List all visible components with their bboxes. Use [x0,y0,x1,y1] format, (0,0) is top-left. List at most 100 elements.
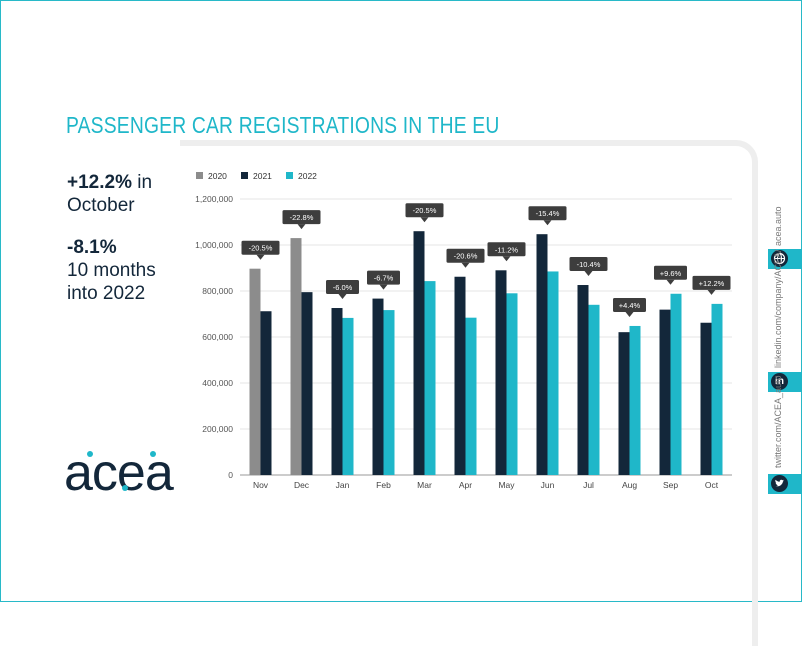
change-callout-feb: -6.7% [367,270,400,290]
linkedin-icon: in [771,373,788,390]
legend-label: 2020 [208,171,227,181]
chart-legend: 2020 2021 2022 [196,171,317,181]
change-label: -11.2% [495,245,519,254]
change-callout-sep: +9.6% [654,265,687,285]
infographic-frame [0,0,802,602]
change-label: +4.4% [619,301,641,310]
bar-2020-nov [249,268,261,475]
change-callout-dec: -22.8% [282,210,321,230]
bar-2022-oct [711,303,723,475]
x-axis-ticks: Nov Dec Jan Feb Mar Apr May Jun Jul Aug Sep Oct [253,480,719,490]
twitter-button[interactable] [768,474,802,494]
bar-2021-nov [260,311,272,475]
change-label: -20.5% [413,206,437,215]
linkedin-link[interactable]: linkedin.com/company/ACEA/ [773,249,783,368]
change-callout-jul: -10.4% [569,257,608,277]
bar-2022-feb [383,310,395,475]
stat-ytd-value: -8.1% [67,237,117,258]
change-callout-oct: +12.2% [692,275,731,295]
change-callout-jun: -15.4% [528,206,567,226]
x-tick-label: Oct [705,480,719,490]
change-label: +9.6% [660,269,682,278]
change-callout-apr: -20.6% [446,248,485,268]
x-tick-label: Nov [253,480,269,490]
bar-2021-jan [331,308,343,475]
y-tick-label: 0 [228,470,233,480]
bar-2022-aug [629,325,641,475]
change-callout-aug: +4.4% [613,297,646,317]
bar-2022-apr [465,317,477,475]
change-label: -22.8% [290,213,314,222]
registrations-bar-chart: 2020 2021 2022 0 200,000 400,000 600,000 800,0… [195,171,732,490]
stat-ytd-label-2: into 2022 [67,283,146,304]
x-tick-label: Jul [583,480,594,490]
stat-monthly-suffix: in [131,172,153,193]
change-label: -6.7% [374,274,394,283]
bar-2022-jul [588,304,600,475]
stat-ytd-change: -8.1% 10 months into 2022 [67,236,156,305]
bar-2021-jun [536,234,548,475]
x-tick-label: Apr [459,480,472,490]
x-tick-label: Dec [294,480,310,490]
change-label: -10.4% [577,260,601,269]
linkedin-button[interactable]: in [768,372,802,392]
bar-2022-sep [670,293,682,475]
stat-monthly-label: October [67,195,135,216]
stat-monthly-value: +12.2% [67,172,132,193]
bar-2021-may [495,270,507,475]
change-label: -6.0% [333,283,353,292]
y-tick-label: 800,000 [202,286,233,296]
bar-2022-mar [424,281,436,475]
change-label: -20.5% [249,244,273,253]
chart-card-border [180,140,758,646]
bar-2021-apr [454,276,466,475]
x-tick-label: May [498,480,515,490]
bar-2021-sep [659,309,671,475]
acea-logo-text: acea [64,444,174,500]
legend-swatch-2020 [196,172,203,179]
bar-2020-dec [290,238,302,475]
change-label: -20.6% [454,252,478,261]
legend-swatch-2021 [241,172,248,179]
y-tick-label: 600,000 [202,332,233,342]
twitter-icon [771,475,788,492]
bar-2021-aug [618,332,630,475]
x-tick-label: Jun [541,480,555,490]
chart-bars [249,231,723,475]
chart-gridlines [240,198,732,476]
change-callouts: -20.5% -22.8% -6.0% -6.7% -20.5% -20.6% -11.2%… [241,203,731,317]
y-axis-ticks: 0 200,000 400,000 600,000 800,000 1,000,000 1,… [195,194,233,480]
x-tick-label: Sep [663,480,678,490]
website-link[interactable]: acea.auto [773,206,783,246]
change-label: -15.4% [536,209,560,218]
change-callout-nov: -20.5% [241,240,280,260]
twitter-link[interactable]: twitter.com/ACEA_auto [773,375,783,468]
x-tick-label: Aug [622,480,637,490]
website-button[interactable] [768,249,802,269]
y-tick-label: 1,200,000 [195,194,233,204]
x-tick-label: Jan [336,480,350,490]
bar-2021-jul [577,285,589,475]
legend-swatch-2022 [286,172,293,179]
change-label: +12.2% [699,279,725,288]
change-callout-may: -11.2% [487,242,526,262]
stat-monthly-change: +12.2% in October [67,171,152,217]
legend-label: 2022 [298,171,317,181]
y-tick-label: 400,000 [202,378,233,388]
bar-2022-may [506,293,518,475]
bar-2021-dec [301,292,313,475]
change-callout-jan: -6.0% [326,280,359,300]
legend-label: 2021 [253,171,272,181]
stat-ytd-label-1: 10 months [67,260,156,281]
bar-2021-feb [372,298,384,475]
bar-2021-mar [413,231,425,475]
globe-icon [771,250,788,267]
change-callout-mar: -20.5% [405,203,444,223]
y-tick-label: 1,000,000 [195,240,233,250]
x-tick-label: Feb [376,480,391,490]
bar-2021-oct [700,322,712,475]
page-title: PASSENGER CAR REGISTRATIONS IN THE EU [66,112,500,138]
x-tick-label: Mar [417,480,432,490]
acea-logo: acea [64,444,175,500]
bar-2022-jan [342,317,354,475]
